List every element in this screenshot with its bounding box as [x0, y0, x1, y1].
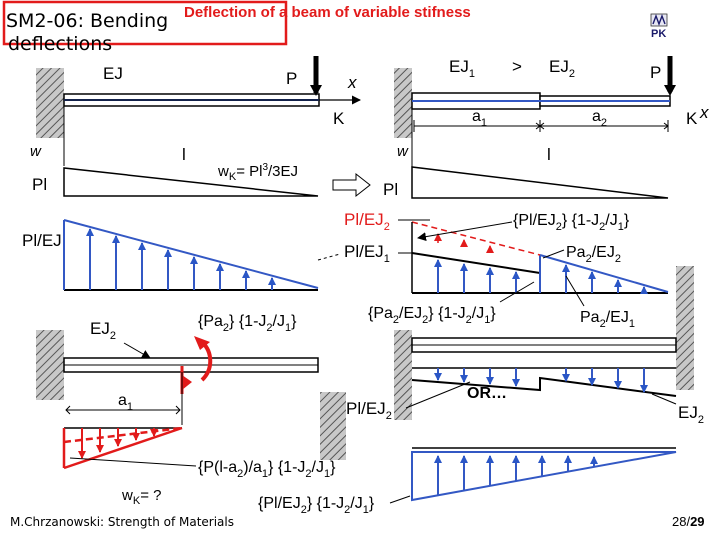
load-p-arrowhead-2	[664, 85, 676, 96]
wk-question: wK= ?	[121, 487, 161, 507]
pa2-ej1-leader	[565, 275, 585, 307]
implication-arrow	[332, 172, 371, 198]
curvature-arrows-2	[434, 259, 648, 294]
moment-diagram-1	[63, 167, 319, 197]
footer-author: M.Chrzanowski: Strength of Materials	[10, 515, 234, 529]
ej2-label: EJ2	[549, 57, 575, 80]
curvature-arrows-5	[434, 455, 598, 496]
curvature-arrows-red-2	[434, 233, 494, 253]
a1-label: a1	[472, 108, 487, 129]
curvature-label-1: Pl/EJ	[22, 231, 62, 250]
load-p-label-2: P	[650, 63, 661, 82]
curvature-pl-ej2-label: Pl/EJ2	[344, 210, 390, 233]
point-k-label-2: K	[686, 109, 698, 128]
length-l-label-1: l	[182, 145, 186, 164]
bottom-formula-leader	[69, 457, 197, 467]
curvature-pl-ej2-label-4: Pl/EJ2	[346, 399, 392, 422]
or-label: OR…	[467, 385, 507, 402]
pa2-jump-label-3: {Pa2} {1-J2/J1}	[198, 313, 297, 334]
beam-1-ej-label: EJ	[103, 64, 123, 83]
curvature-edge-2b	[539, 254, 669, 293]
curvature-edge-1	[63, 219, 319, 289]
curvature-diagram-4	[411, 376, 677, 397]
a1-label-3: a1	[118, 392, 133, 413]
moment-diagram-2	[411, 166, 669, 199]
curvature-arrows-1	[86, 228, 276, 290]
jump-formula-leader	[417, 221, 513, 242]
wall-support-1	[36, 68, 64, 138]
x-axis-label-2: x	[699, 103, 709, 122]
red-diagram-bottom	[63, 426, 183, 470]
load-p-arrowhead-1	[310, 85, 322, 96]
curvature-edge-2a	[411, 252, 541, 274]
page-title-line2: deflections	[8, 33, 112, 55]
pa2-jump-leader	[499, 281, 535, 303]
wall-support-3	[36, 330, 64, 400]
ej1-label: EJ1	[449, 57, 475, 80]
title-box	[2, 0, 288, 46]
curvature-extension-dashed	[411, 221, 541, 256]
moment-pl-label-2: Pl	[383, 180, 398, 199]
wall-support-2	[394, 68, 412, 138]
ej2-label-3: EJ2	[90, 319, 116, 342]
plej2-bottom-label: {Pl/EJ2} {1-J2/J1}	[258, 495, 375, 516]
plej2-bottom-leader	[389, 495, 411, 504]
page-title: SM2-06: Bending	[6, 10, 168, 32]
ej2-leader-4	[651, 393, 677, 405]
pa2-ej2-leader	[542, 249, 565, 259]
dim-a1-arrow-1	[65, 405, 71, 415]
wall-support-6	[320, 392, 346, 460]
wall-support-4	[394, 330, 412, 420]
footer-page-number: 28/29	[672, 514, 705, 529]
dim-arrow-3	[663, 122, 669, 130]
pa2-ej1-label: Pa2/EJ1	[580, 309, 635, 330]
pa2-jump-label: {Pa2/EJ2} {1-J2/J1}	[368, 305, 496, 326]
ej2-label-4: EJ2	[678, 403, 704, 426]
curvature-pl-ej2-leader-4	[405, 381, 471, 409]
w-axis-label-1: w	[30, 143, 42, 160]
dim-arrow-2	[539, 122, 545, 130]
w-axis-label-2: w	[397, 143, 409, 160]
moment-arc-head-bottom	[182, 375, 192, 390]
curvature-connector-dashed	[317, 253, 341, 261]
load-p-label-1: P	[286, 69, 297, 88]
deflection-formula: wK= Pl3/3EJ	[217, 162, 298, 183]
bottom-formula-label: {P(l-a2)/a1} {1-J2/J1}	[198, 459, 336, 480]
wall-support-5	[676, 266, 694, 390]
ej2-leader-3	[123, 342, 151, 359]
point-k-label-1: K	[333, 109, 345, 128]
jump-formula-label: {Pl/EJ2} {1-J2/J1}	[513, 212, 630, 233]
x-axis-label-1: x	[347, 73, 357, 92]
pa2-ej2-label: Pa2/EJ2	[566, 244, 621, 265]
university-logo: PK	[650, 13, 668, 40]
curvature-arrows-4	[434, 368, 648, 393]
length-l-label-2: l	[547, 145, 551, 164]
red-diagram-edge	[63, 426, 183, 444]
a2-label: a2	[592, 108, 607, 129]
red-diagram-arrows	[78, 428, 158, 459]
logo-text: PK	[651, 28, 666, 40]
dim-a1-arrow-2	[175, 405, 181, 415]
page-subtitle: Deflection of a beam of variable stifnes…	[184, 4, 471, 21]
curvature-diagram-5	[411, 451, 677, 502]
moment-pl-label-1: Pl	[32, 175, 47, 194]
curvature-pl-ej1-label: Pl/EJ1	[344, 242, 390, 265]
moment-arc-head-top	[194, 336, 210, 350]
greater-than-sign: >	[512, 57, 522, 76]
